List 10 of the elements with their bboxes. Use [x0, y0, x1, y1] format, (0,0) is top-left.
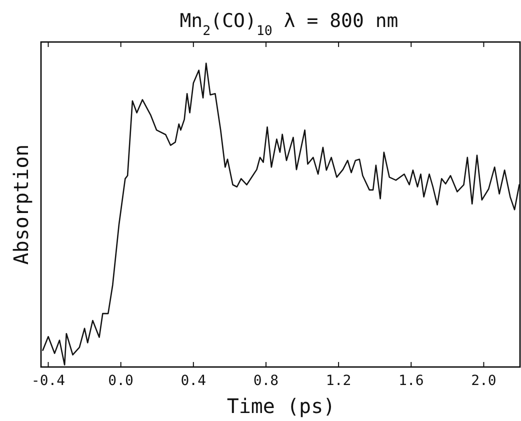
x-tick-label: 0.8	[253, 373, 279, 389]
x-tick-label: 1.2	[326, 373, 352, 389]
x-tick-label: 2.0	[471, 373, 496, 389]
chart-title: Mn$_{2}$(CO)$_{10}$ λ = 800 nm	[180, 10, 398, 38]
x-tick-label: 0.0	[108, 373, 134, 389]
x-axis-title: Time (ps)	[226, 394, 336, 418]
x-tick-label: 1.6	[398, 373, 424, 389]
x-tick-label: 0.4	[180, 373, 206, 389]
y-axis-title: Absorption	[9, 144, 33, 265]
x-tick-label: -0.4	[31, 373, 66, 389]
